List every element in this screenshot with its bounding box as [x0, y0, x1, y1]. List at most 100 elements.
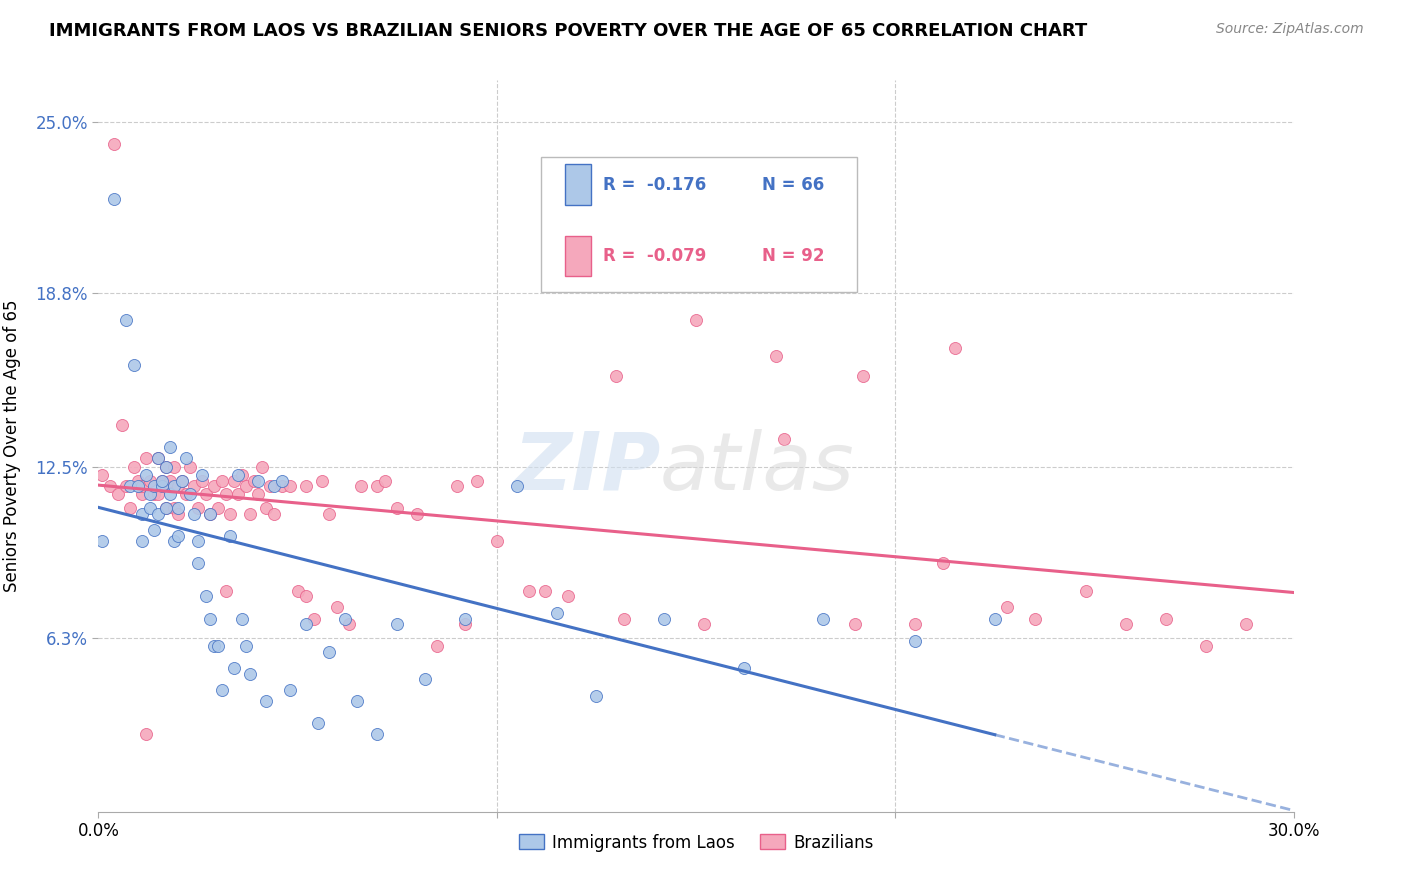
- Point: [517, 583, 540, 598]
- Point: [215, 583, 238, 598]
- Point: [131, 487, 153, 501]
- Point: [307, 716, 329, 731]
- Point: [1154, 611, 1177, 625]
- Point: [222, 474, 245, 488]
- Point: [335, 611, 357, 625]
- Point: [115, 313, 138, 327]
- Text: R =  -0.176: R = -0.176: [603, 176, 706, 194]
- Point: [454, 611, 477, 625]
- Text: atlas: atlas: [661, 429, 855, 507]
- Point: [167, 501, 190, 516]
- Point: [557, 590, 579, 604]
- Point: [339, 617, 361, 632]
- Point: [239, 666, 262, 681]
- Point: [179, 459, 201, 474]
- Point: [179, 487, 201, 501]
- Point: [943, 341, 966, 355]
- Text: N = 92: N = 92: [762, 247, 824, 265]
- Point: [202, 479, 225, 493]
- Point: [219, 529, 242, 543]
- Point: [163, 479, 186, 493]
- Text: Source: ZipAtlas.com: Source: ZipAtlas.com: [1216, 22, 1364, 37]
- Point: [159, 479, 181, 493]
- Point: [155, 459, 177, 474]
- Point: [139, 487, 162, 501]
- Point: [187, 534, 209, 549]
- Point: [374, 474, 396, 488]
- Point: [148, 451, 170, 466]
- Point: [765, 349, 787, 363]
- Point: [995, 600, 1018, 615]
- Point: [465, 474, 488, 488]
- Point: [183, 507, 205, 521]
- Point: [231, 467, 253, 482]
- Point: [111, 418, 134, 433]
- Point: [222, 661, 245, 675]
- Point: [103, 136, 125, 151]
- Point: [198, 507, 221, 521]
- Point: [198, 507, 221, 521]
- Point: [366, 479, 388, 493]
- Point: [120, 479, 142, 493]
- Point: [155, 501, 177, 516]
- Point: [207, 639, 229, 653]
- Point: [98, 479, 122, 493]
- FancyBboxPatch shape: [541, 157, 858, 293]
- Point: [143, 487, 166, 501]
- Point: [246, 487, 269, 501]
- Text: R =  -0.079: R = -0.079: [603, 247, 706, 265]
- Point: [254, 694, 277, 708]
- Point: [254, 501, 277, 516]
- Point: [454, 617, 477, 632]
- Point: [143, 479, 166, 493]
- Point: [984, 611, 1007, 625]
- Point: [366, 727, 388, 741]
- Point: [506, 479, 529, 493]
- Point: [1195, 639, 1218, 653]
- Point: [163, 459, 186, 474]
- Point: [195, 590, 218, 604]
- Point: [226, 467, 249, 482]
- Point: [294, 617, 316, 632]
- Text: IMMIGRANTS FROM LAOS VS BRAZILIAN SENIORS POVERTY OVER THE AGE OF 65 CORRELATION: IMMIGRANTS FROM LAOS VS BRAZILIAN SENIOR…: [49, 22, 1087, 40]
- Y-axis label: Seniors Poverty Over the Age of 65: Seniors Poverty Over the Age of 65: [3, 300, 21, 592]
- Point: [91, 534, 114, 549]
- Point: [131, 507, 153, 521]
- Point: [263, 507, 285, 521]
- Point: [326, 600, 349, 615]
- Point: [1115, 617, 1137, 632]
- Point: [135, 451, 157, 466]
- Point: [693, 617, 716, 632]
- Point: [150, 474, 173, 488]
- Point: [191, 474, 214, 488]
- Point: [150, 474, 173, 488]
- Point: [259, 479, 281, 493]
- Point: [172, 474, 194, 488]
- Point: [294, 590, 316, 604]
- Point: [246, 474, 269, 488]
- Point: [1076, 583, 1098, 598]
- Point: [174, 487, 197, 501]
- Point: [124, 358, 146, 372]
- Point: [278, 479, 301, 493]
- Point: [91, 467, 114, 482]
- Point: [148, 487, 170, 501]
- Point: [211, 474, 233, 488]
- Point: [533, 583, 555, 598]
- Point: [207, 501, 229, 516]
- Point: [155, 459, 177, 474]
- Point: [131, 534, 153, 549]
- Point: [652, 611, 675, 625]
- Point: [148, 507, 170, 521]
- Point: [155, 501, 177, 516]
- Point: [406, 507, 429, 521]
- Point: [135, 727, 157, 741]
- Point: [107, 487, 129, 501]
- Point: [139, 474, 162, 488]
- Point: [813, 611, 835, 625]
- Point: [346, 694, 368, 708]
- Point: [294, 479, 316, 493]
- Point: [263, 479, 285, 493]
- Point: [932, 557, 955, 571]
- Point: [772, 432, 794, 446]
